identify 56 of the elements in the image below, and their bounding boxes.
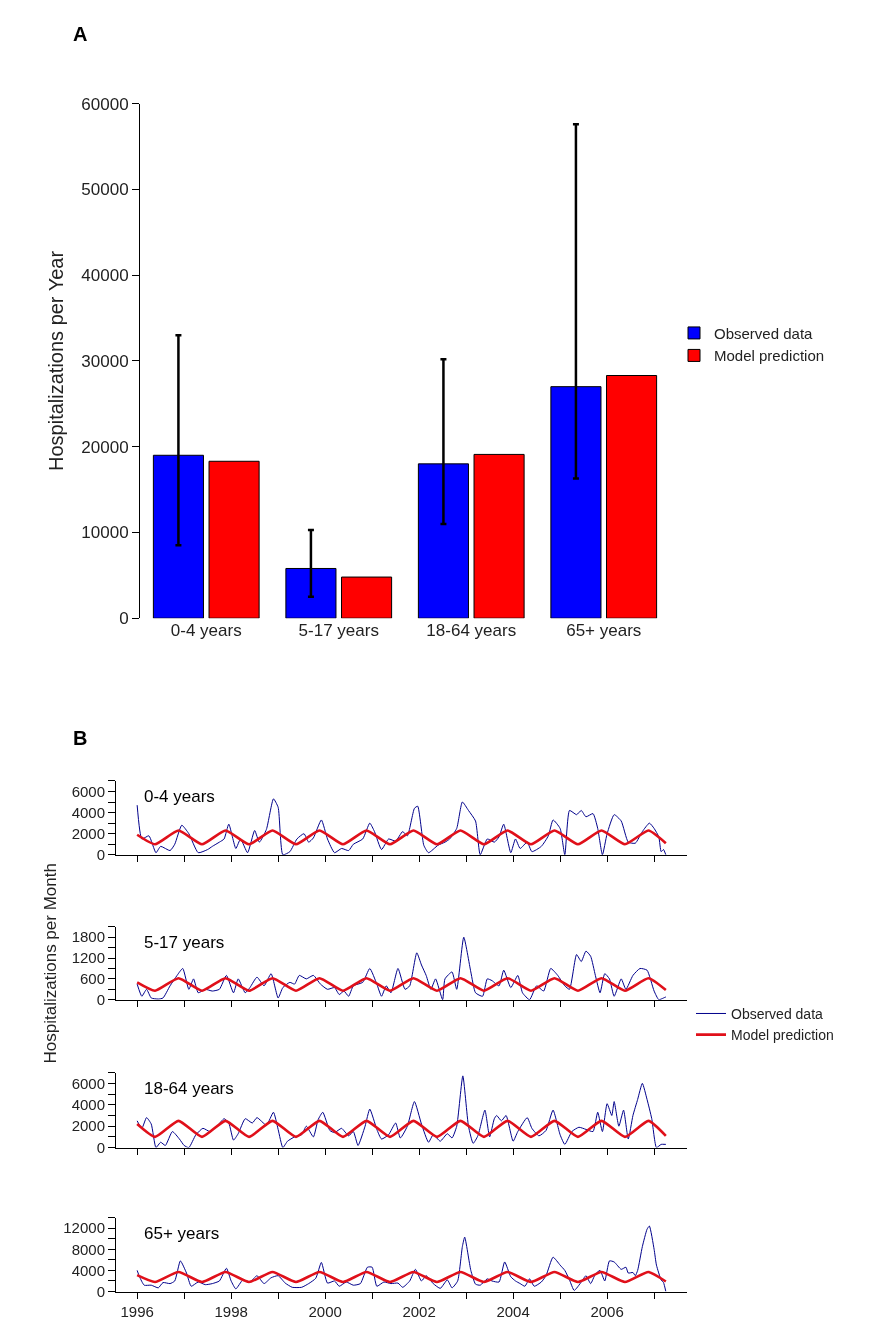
y-tick-label: 4000 [71,1096,105,1114]
y-tick-label: 0 [119,609,129,629]
chart-title: 18-64 years [144,1079,234,1098]
y-axis-title: Hospitalizations per Year [44,250,67,471]
y-tick-label: 6000 [71,1074,105,1092]
y-tick-label: 1800 [71,928,105,946]
bar [606,375,658,619]
y-tick-label: 6000 [71,782,105,800]
x-tick-label: 18-64 years [426,621,517,641]
line-series [135,976,668,992]
x-tick-label: 2002 [402,1302,436,1320]
y-tick-label: 4000 [71,1261,105,1279]
y-tick-label: 12000 [63,1219,105,1237]
line-series [136,1225,667,1292]
y-tick-label: 50000 [81,180,129,200]
y-tick-label: 60000 [81,94,129,114]
legend-label: Observed data [731,1005,824,1022]
y-tick-label: 2000 [71,1117,105,1135]
y-tick-label: 40000 [81,266,129,286]
line-series [136,1075,667,1148]
bar [341,576,393,619]
y-axis-title: Hospitalizations per Month [41,863,61,1064]
line-series [135,829,668,846]
y-tick-label: 0 [96,1282,105,1300]
y-tick-label: 8000 [71,1240,105,1258]
y-tick-label: 20000 [81,437,129,457]
chart-title: 65+ years [144,1224,220,1243]
legend-label: Model prediction [714,347,825,365]
line-series [135,1270,668,1284]
x-tick-label: 1998 [214,1302,248,1320]
y-tick-label: 4000 [71,803,105,821]
line-series [136,936,667,1000]
line-series [135,1119,668,1139]
text: B [73,727,88,749]
y-tick-label: 10000 [81,523,129,543]
x-tick-label: 2000 [308,1302,342,1320]
x-tick-label: 2006 [590,1302,624,1320]
y-tick-label: 0 [96,990,105,1008]
chart-title: 0-4 years [144,787,215,806]
bar [208,460,260,619]
legend-label: Model prediction [731,1027,834,1044]
x-tick-label: 2004 [496,1302,530,1320]
y-tick-label: 0 [96,846,105,864]
chart-title: 5-17 years [144,933,225,952]
y-tick-label: 600 [79,970,105,988]
x-tick-label: 5-17 years [298,621,379,641]
y-tick-label: 1200 [71,949,105,967]
x-tick-label: 0-4 years [170,621,242,641]
x-tick-label: 1996 [120,1302,154,1320]
y-tick-label: 0 [96,1138,105,1156]
y-tick-label: 2000 [71,824,105,842]
x-tick-label: 65+ years [566,621,642,641]
legend-label: Observed data [714,324,814,342]
text: A [73,23,88,45]
bar [473,453,525,619]
y-tick-label: 30000 [81,351,129,371]
